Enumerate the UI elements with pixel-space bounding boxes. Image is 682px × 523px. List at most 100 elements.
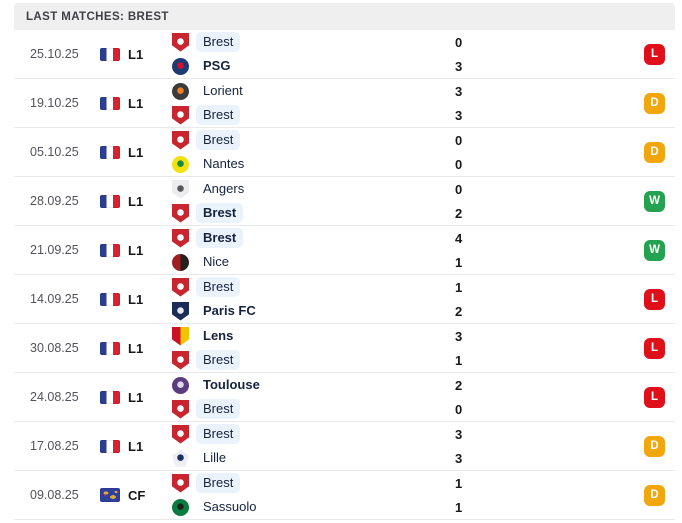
team-line: Angers 0 bbox=[172, 178, 644, 200]
competition-label: L1 bbox=[128, 389, 144, 405]
team-score: 1 bbox=[455, 352, 463, 368]
france-flag-icon bbox=[100, 96, 120, 110]
team-name: Brest bbox=[196, 473, 241, 493]
result-badge: D bbox=[644, 435, 665, 457]
team-score: 3 bbox=[455, 450, 463, 466]
match-date: 05.10.25 bbox=[30, 145, 79, 159]
competition: L1 bbox=[100, 390, 172, 405]
match-row[interactable]: 24.08.25 L1 Toulouse 2 Brest 0 L bbox=[14, 373, 675, 422]
match-row[interactable]: 21.09.25 L1 Brest 4 Nice 1 W bbox=[14, 226, 675, 275]
team-line: Brest 3 bbox=[172, 104, 644, 126]
team-name: Brest bbox=[196, 105, 241, 125]
competition: L1 bbox=[100, 292, 172, 307]
match-row[interactable]: 28.09.25 L1 Angers 0 Brest 2 W bbox=[14, 177, 675, 226]
toulouse-logo-icon bbox=[172, 376, 189, 394]
team-name: Nice bbox=[203, 254, 230, 269]
teams: Angers 0 Brest 2 bbox=[172, 178, 644, 224]
brest-logo-icon bbox=[172, 32, 189, 52]
competition: L1 bbox=[100, 194, 172, 209]
team-name: Paris FC bbox=[203, 303, 256, 318]
team-name: Nantes bbox=[203, 156, 245, 171]
competition: L1 bbox=[100, 439, 172, 454]
team-line: Nantes 0 bbox=[172, 153, 644, 175]
match-row[interactable]: 05.10.25 L1 Brest 0 Nantes 0 D bbox=[14, 128, 675, 177]
result-badge: D bbox=[644, 484, 665, 506]
nice-logo-icon bbox=[172, 253, 189, 271]
brest-logo-icon bbox=[172, 399, 189, 419]
team-score: 1 bbox=[455, 499, 463, 515]
france-flag-icon bbox=[100, 47, 120, 61]
competition: L1 bbox=[100, 145, 172, 160]
section-title: LAST MATCHES: BREST bbox=[26, 10, 169, 23]
world-flag-icon bbox=[100, 488, 120, 502]
competition-label: L1 bbox=[128, 46, 144, 62]
match-date: 28.09.25 bbox=[30, 194, 79, 208]
team-name: Brest bbox=[196, 203, 244, 223]
competition-label: L1 bbox=[128, 291, 144, 307]
france-flag-icon bbox=[100, 243, 120, 257]
team-line: Paris FC 2 bbox=[172, 300, 644, 322]
match-row[interactable]: 30.08.25 L1 Lens 3 Brest 1 L bbox=[14, 324, 675, 373]
competition-label: L1 bbox=[128, 144, 144, 160]
match-date: 14.09.25 bbox=[30, 292, 79, 306]
team-line: Brest 0 bbox=[172, 398, 644, 420]
team-line: Nice 1 bbox=[172, 251, 644, 273]
brest-logo-icon bbox=[172, 228, 189, 248]
brest-logo-icon bbox=[172, 130, 189, 150]
lens-logo-icon bbox=[172, 326, 189, 346]
team-line: Brest 0 bbox=[172, 31, 644, 53]
competition: L1 bbox=[100, 341, 172, 356]
competition: L1 bbox=[100, 47, 172, 62]
competition-label: L1 bbox=[128, 242, 144, 258]
result-badge: D bbox=[644, 141, 665, 163]
match-row[interactable]: 14.09.25 L1 Brest 1 Paris FC 2 L bbox=[14, 275, 675, 324]
teams: Toulouse 2 Brest 0 bbox=[172, 374, 644, 420]
team-score: 3 bbox=[455, 328, 463, 344]
match-row[interactable]: 17.08.25 L1 Brest 3 Lille 3 D bbox=[14, 422, 675, 471]
team-line: PSG 3 bbox=[172, 55, 644, 77]
match-row[interactable]: 09.08.25 CF Brest 1 Sassuolo 1 D bbox=[14, 471, 675, 520]
nantes-logo-icon bbox=[172, 155, 189, 173]
team-line: Brest 0 bbox=[172, 129, 644, 151]
teams: Brest 4 Nice 1 bbox=[172, 227, 644, 273]
team-score: 2 bbox=[455, 205, 463, 221]
team-score: 3 bbox=[455, 83, 463, 99]
competition: L1 bbox=[100, 96, 172, 111]
paris-fc-logo-icon bbox=[172, 301, 189, 321]
team-name: Lens bbox=[203, 328, 234, 343]
angers-logo-icon bbox=[172, 179, 189, 199]
france-flag-icon bbox=[100, 292, 120, 306]
team-name: PSG bbox=[203, 58, 231, 73]
team-score: 1 bbox=[455, 279, 463, 295]
team-name: Brest bbox=[196, 228, 244, 248]
match-row[interactable]: 19.10.25 L1 Lorient 3 Brest 3 D bbox=[14, 79, 675, 128]
team-name: Lorient bbox=[203, 83, 243, 98]
match-row[interactable]: 25.10.25 L1 Brest 0 PSG 3 L bbox=[14, 30, 675, 79]
team-score: 3 bbox=[455, 107, 463, 123]
team-line: Brest 3 bbox=[172, 423, 644, 445]
team-score: 2 bbox=[455, 303, 463, 319]
result-badge: D bbox=[644, 92, 665, 114]
match-date: 24.08.25 bbox=[30, 390, 79, 404]
match-date: 19.10.25 bbox=[30, 96, 79, 110]
last-matches-card: LAST MATCHES: BREST 25.10.25 L1 Brest 0 … bbox=[14, 3, 675, 520]
team-score: 0 bbox=[455, 181, 463, 197]
france-flag-icon bbox=[100, 194, 120, 208]
team-name: Brest bbox=[196, 350, 241, 370]
team-score: 0 bbox=[455, 401, 463, 417]
team-score: 0 bbox=[455, 34, 463, 50]
team-score: 3 bbox=[455, 426, 463, 442]
team-name: Brest bbox=[196, 32, 241, 52]
team-name: Lille bbox=[203, 450, 227, 465]
teams: Brest 0 PSG 3 bbox=[172, 31, 644, 77]
team-line: Brest 2 bbox=[172, 202, 644, 224]
teams: Brest 1 Sassuolo 1 bbox=[172, 472, 644, 518]
team-line: Sassuolo 1 bbox=[172, 496, 644, 518]
teams: Lens 3 Brest 1 bbox=[172, 325, 644, 371]
brest-logo-icon bbox=[172, 473, 189, 493]
team-name: Brest bbox=[196, 424, 241, 444]
team-line: Brest 1 bbox=[172, 276, 644, 298]
competition-label: L1 bbox=[128, 193, 144, 209]
competition-label: L1 bbox=[128, 438, 144, 454]
